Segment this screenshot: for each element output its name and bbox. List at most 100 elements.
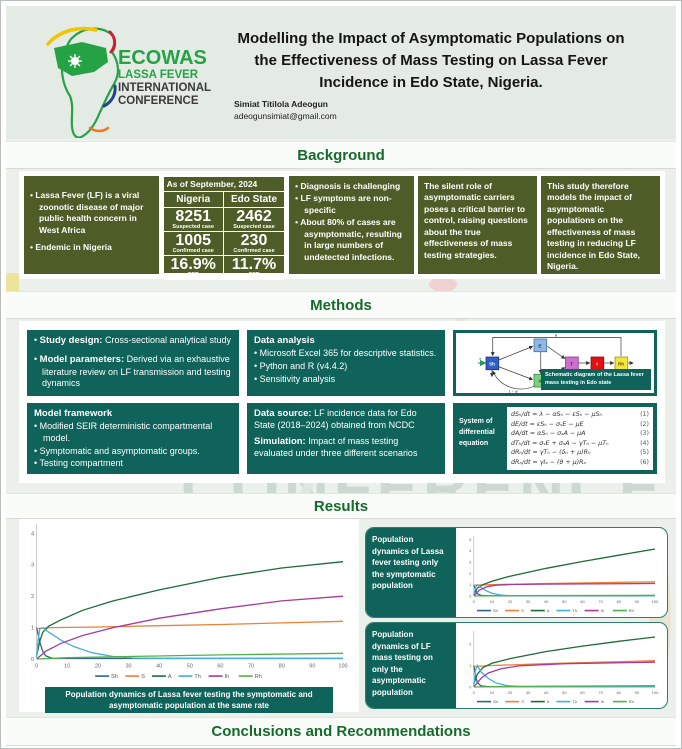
bullet-item: Lassa Fever (LF) is a viral zoonotic dis…: [30, 190, 153, 236]
svg-text:80: 80: [616, 690, 621, 695]
svg-text:20: 20: [507, 599, 512, 604]
logo-text-lassa-fever: LASSA FEVER: [118, 69, 199, 81]
svg-text:50: 50: [562, 690, 567, 695]
svg-text:2: 2: [469, 570, 472, 575]
stat-value: 2462: [236, 208, 272, 225]
node-label: I: [596, 361, 597, 366]
equations-list: dSₕ/dt = λ − αSₕ − εSₕ − μSₕ (1) dE/dt = …: [507, 407, 653, 470]
svg-text:70: 70: [598, 599, 603, 604]
simulation-label: Simulation:: [254, 436, 306, 448]
case-statistics-table: As of September, 2024 Nigeria Edo State …: [162, 176, 286, 280]
bullet-item: Diagnosis is challenging: [295, 181, 408, 192]
equation-number: (2): [640, 420, 649, 428]
node-label: T: [570, 361, 573, 366]
schematic-caption: Schematic diagram of the Lassa fever mas…: [541, 369, 651, 390]
svg-text:30: 30: [525, 599, 530, 604]
equation: dTₕ/dt = σₛE + σₐA − γTₕ − μTₕ: [511, 439, 609, 447]
equation-number: (1): [640, 411, 649, 418]
svg-text:40: 40: [156, 664, 162, 670]
blue-swoosh-icon: [102, 84, 117, 108]
stat-label: Confirmed case: [172, 248, 214, 254]
author-email: adeogunsimiat@gmail.com: [234, 111, 337, 121]
svg-text:60: 60: [580, 599, 585, 604]
equation-number: (6): [640, 458, 649, 466]
svg-text:A: A: [168, 674, 172, 680]
methods-section-header: Methods: [6, 291, 676, 319]
equation-number: (3): [640, 430, 649, 438]
node-label: A: [538, 379, 542, 384]
bullet-item: Python and R (v4.4.2): [254, 361, 438, 373]
conclusions-section-header: Conclusions and Recommendations: [6, 717, 676, 746]
background-study-aim-box: This study therefore models the impact o…: [541, 176, 660, 274]
bullet-item: Modified SEIR deterministic compartmenta…: [34, 421, 232, 444]
author-block: Simiat Titilola Adeogun adeogunsimiat@gm…: [234, 98, 337, 122]
background-intro-box: Lassa Fever (LF) is a viral zoonotic dis…: [24, 176, 159, 274]
equation-number: (4): [640, 439, 649, 447]
results-section-header: Results: [6, 493, 676, 519]
svg-text:60: 60: [580, 690, 585, 695]
stat-label: CFR: [187, 272, 199, 278]
svg-text:20: 20: [95, 664, 101, 670]
svg-text:0: 0: [35, 664, 38, 670]
svg-text:40: 40: [544, 690, 549, 695]
title-line-3: Incidence in Edo State, Nigeria.: [319, 74, 543, 91]
equation: dA/dt = αSₕ − σₐA − μA: [511, 430, 586, 438]
svg-text:Sh: Sh: [493, 608, 498, 613]
svg-text:30: 30: [525, 690, 530, 695]
stats-cell: 16.9% CFR: [163, 256, 224, 280]
svg-text:Th: Th: [194, 674, 200, 680]
decorative-blob: [429, 277, 457, 292]
svg-text:80: 80: [279, 664, 285, 670]
logo-text-conference: CONFERENCE: [118, 95, 199, 107]
study-design-label: Study design:: [39, 335, 103, 346]
svg-text:0: 0: [472, 690, 475, 695]
equation: dRₐ/dt = γIₐ − (θ + μ)Rₐ: [511, 458, 586, 466]
svg-text:40: 40: [544, 599, 549, 604]
equation: dSₕ/dt = λ − αSₕ − εSₕ − μSₕ: [511, 411, 603, 418]
svg-text:0: 0: [469, 593, 472, 598]
svg-text:3: 3: [31, 563, 34, 569]
stat-value: 16.9%: [170, 256, 216, 273]
framework-title: Model framework: [34, 408, 113, 419]
svg-text:60: 60: [217, 664, 223, 670]
simulation-text: Impact of mass testing evaluated under t…: [254, 436, 418, 459]
svg-text:Ih: Ih: [600, 699, 603, 704]
stats-cell: 1005 Confirmed case: [163, 232, 224, 256]
svg-text:100: 100: [651, 690, 658, 695]
stat-value: 11.7%: [231, 256, 277, 273]
red-swoosh-icon: [108, 30, 117, 54]
svg-text:90: 90: [634, 599, 639, 604]
model-params-label: Model parameters:: [39, 354, 125, 366]
results-symptomatic-panel: Population dynamics of Lassa fever testi…: [365, 527, 668, 618]
bullet-item: About 80% of cases are asymptomatic, res…: [295, 217, 408, 263]
svg-text:30: 30: [125, 664, 131, 670]
data-analysis-title: Data analysis: [254, 335, 315, 346]
node-label: Rh: [618, 361, 624, 366]
methods-schematic-box: Sh E A T I Rh λ θ 1 − ψ Schematic diagra…: [453, 330, 657, 396]
svg-text:10: 10: [489, 599, 494, 604]
svg-text:90: 90: [634, 690, 639, 695]
poster-header: ECOWAS LASSA FEVER INTERNATIONAL CONFERE…: [6, 6, 676, 139]
stats-cell: 2462 Suspected case: [223, 208, 285, 232]
conclusions-section-title: Conclusions and Recommendations: [211, 723, 471, 740]
svg-text:100: 100: [338, 664, 347, 670]
results-section-title: Results: [313, 497, 369, 515]
equation-number: (5): [640, 449, 649, 457]
bullet-item: Testing compartment: [34, 458, 232, 470]
data-source-label: Data source:: [254, 408, 312, 419]
svg-text:A: A: [546, 608, 549, 613]
svg-text:2: 2: [469, 641, 472, 646]
model-params-text: Derived via an exhaustive literature rev…: [42, 354, 231, 389]
stat-value: 8251: [175, 208, 211, 225]
stats-column-nigeria: Nigeria: [163, 192, 224, 208]
svg-text:100: 100: [651, 599, 658, 604]
stats-as-of-label: As of September, 2024: [163, 177, 285, 192]
svg-text:80: 80: [616, 599, 621, 604]
bullet-item: Microsoft Excel 365 for descriptive stat…: [254, 348, 438, 360]
equation: dE/dt = εSₕ − σₛE − μE: [511, 420, 584, 428]
orange-swoosh-icon: [88, 126, 110, 133]
stat-value: 1005: [175, 232, 211, 249]
background-panel: Lassa Fever (LF) is a viral zoonotic dis…: [19, 171, 665, 280]
